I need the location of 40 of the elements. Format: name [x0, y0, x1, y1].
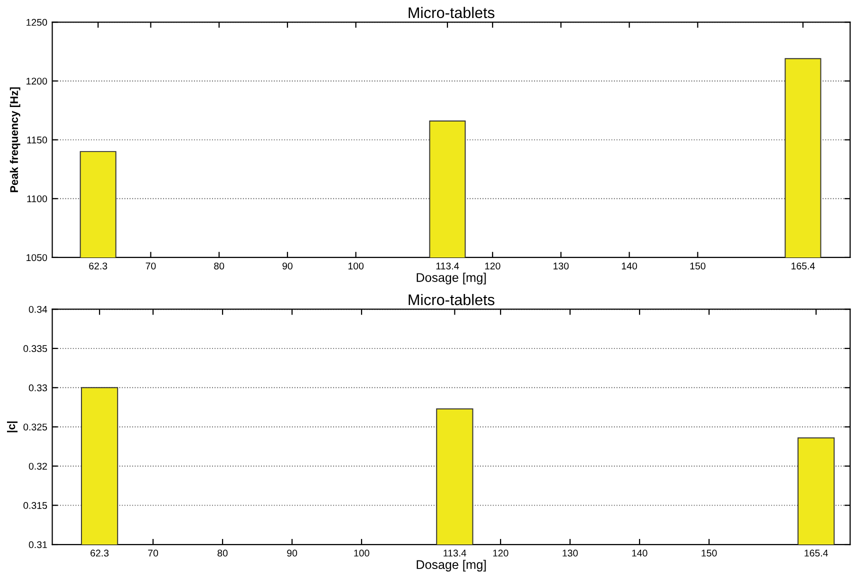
- y-axis-title: Peak frequency [Hz]: [10, 87, 20, 192]
- x-axis-title: Dosage [mg]: [416, 560, 486, 572]
- y-tick-label: 0.34: [28, 306, 48, 313]
- x-tick-label: 62.3: [90, 550, 109, 557]
- y-tick-label: 1050: [26, 254, 48, 262]
- x-tick-label: 150: [690, 262, 706, 270]
- x-tick-label: 70: [148, 550, 158, 557]
- x-tick-label: 165.4: [804, 550, 828, 557]
- y-tick-label: 0.33: [28, 384, 47, 392]
- x-tick-label: 113.4: [444, 550, 466, 557]
- x-tick-label: 90: [282, 262, 292, 270]
- x-tick-label: 113.4: [436, 262, 459, 270]
- x-tick-label: 150: [702, 550, 717, 557]
- chart-title: Micro-tablets: [408, 294, 494, 306]
- x-tick-label: 140: [632, 550, 648, 557]
- x-tick-label: 120: [485, 262, 500, 270]
- y-tick-label: 0.32: [28, 462, 47, 470]
- x-tick-label: 80: [218, 550, 228, 557]
- x-axis-title: Dosage [mg]: [416, 272, 486, 284]
- y-tick-label: 1250: [26, 18, 48, 26]
- y-tick-label: 0.325: [23, 424, 48, 430]
- chart-title: Micro-tablets: [408, 6, 494, 18]
- y-tick-label: 1150: [27, 136, 48, 144]
- x-tick-label: 140: [622, 262, 638, 270]
- y-tick-label: 0.31: [28, 541, 47, 548]
- y-tick-label: 0.335: [23, 345, 48, 352]
- x-tick-label: 165.4: [792, 262, 815, 270]
- y-tick-label: 0.315: [23, 502, 48, 509]
- x-tick-label: 90: [287, 550, 298, 557]
- x-tick-label: 130: [554, 262, 569, 270]
- x-tick-label: 120: [493, 550, 508, 557]
- y-tick-label: 1100: [27, 195, 48, 202]
- x-tick-label: 100: [348, 262, 364, 270]
- x-tick-label: 100: [354, 550, 370, 557]
- x-tick-label: 130: [562, 550, 578, 557]
- x-tick-label: 62.3: [89, 262, 108, 270]
- y-tick-label: 1200: [26, 78, 48, 85]
- x-tick-label: 70: [146, 262, 156, 270]
- x-tick-label: 80: [214, 262, 224, 270]
- y-axis-title: |c|: [7, 422, 18, 432]
